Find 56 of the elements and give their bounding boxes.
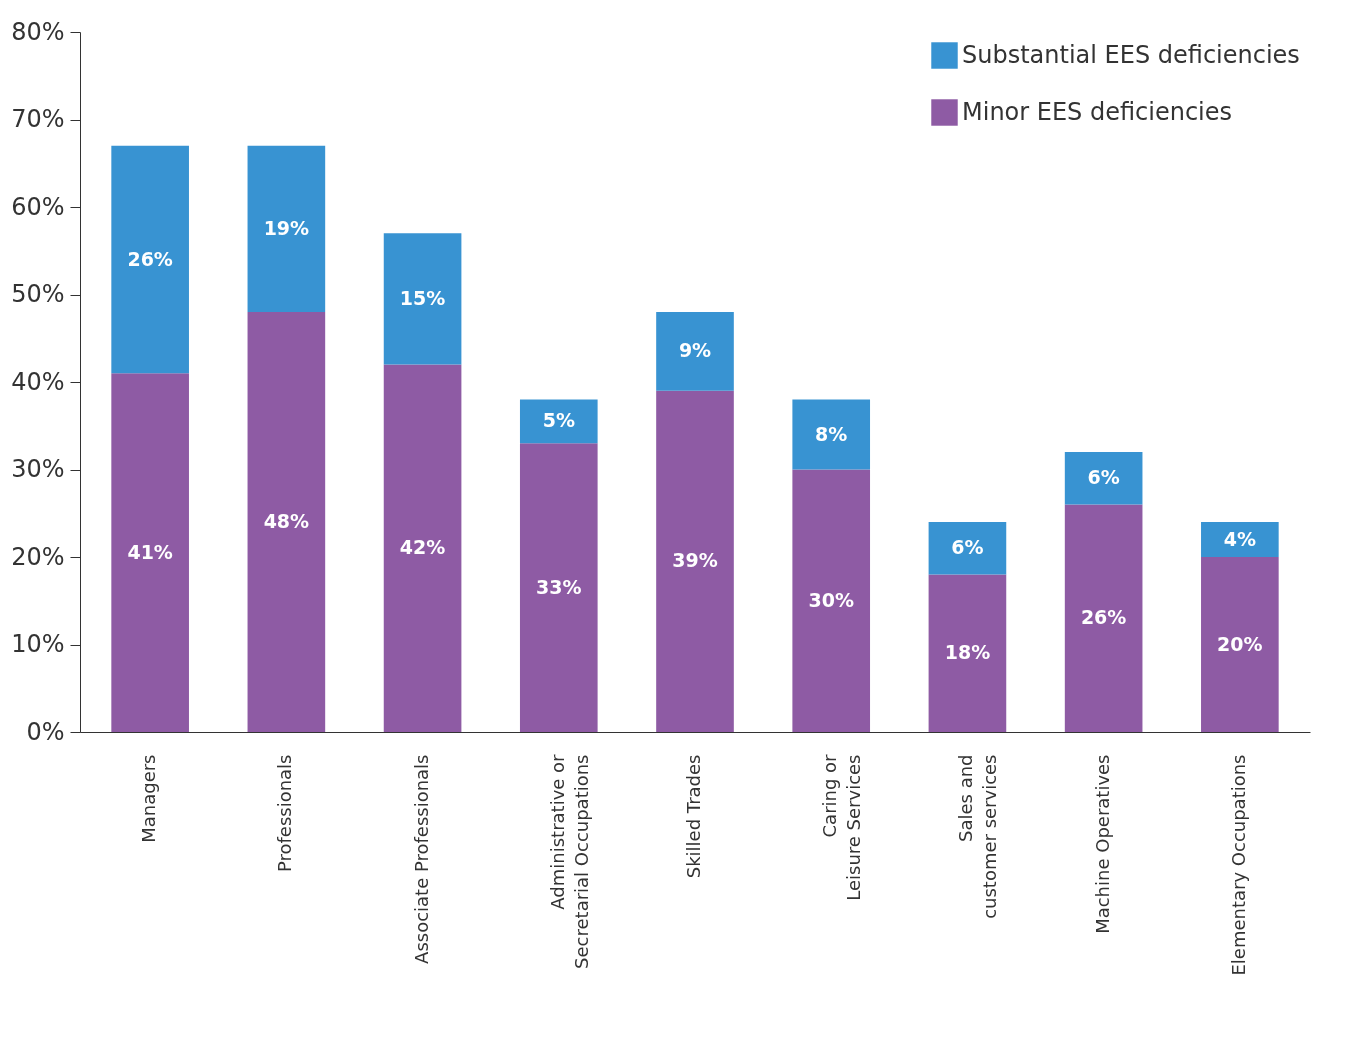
data-label: 41% — [127, 540, 173, 563]
bar — [928, 522, 1007, 575]
x-tick-label: Elementary Occupations — [1227, 754, 1249, 976]
data-label: 30% — [808, 588, 854, 611]
data-label: 33% — [536, 575, 582, 598]
bar — [247, 312, 326, 732]
legend-label: Substantial EES deficiencies — [962, 40, 1300, 69]
x-tick-label: Caring or Leisure Services — [819, 753, 865, 901]
x-tick-label: Managers — [138, 754, 160, 843]
y-tick-label: 40% — [11, 367, 65, 396]
x-tick-label: Machine Operatives — [1091, 754, 1113, 934]
bar — [1201, 557, 1279, 732]
x-tick-label: Sales and customer services — [955, 754, 1001, 919]
bar — [383, 233, 462, 365]
data-label: 20% — [1217, 632, 1263, 655]
bar — [928, 574, 1007, 732]
data-label: 26% — [1080, 606, 1127, 629]
data-label: 39% — [672, 549, 718, 572]
data-label: 6% — [951, 536, 984, 559]
data-label: 15% — [399, 286, 446, 309]
y-tick-label: 0% — [26, 717, 65, 746]
bar — [656, 390, 734, 732]
data-label: 9% — [678, 339, 712, 362]
data-label: 5% — [542, 409, 575, 432]
x-tick-label: Skilled Trades — [683, 754, 704, 879]
y-tick-label: 50% — [11, 280, 65, 308]
bar — [247, 145, 326, 312]
y-tick-label: 60% — [11, 192, 65, 221]
bar — [111, 373, 189, 732]
y-tick-label: 30% — [11, 455, 65, 483]
x-tick-label: Professionals — [274, 754, 296, 873]
data-label: 4% — [1223, 527, 1256, 550]
x-tick-label: Associate Professionals — [410, 754, 432, 964]
data-label: 6% — [1087, 466, 1120, 489]
bar — [111, 145, 189, 374]
y-tick-label: 80% — [11, 17, 65, 46]
data-label: 18% — [944, 641, 991, 664]
data-label: 8% — [815, 422, 848, 445]
data-label: 19% — [263, 216, 310, 239]
bar — [519, 399, 598, 444]
data-label: 42% — [399, 536, 446, 559]
bar — [1064, 504, 1143, 732]
bar — [656, 312, 734, 391]
bar — [792, 399, 871, 470]
data-label: 26% — [127, 247, 173, 270]
bar — [1064, 452, 1143, 505]
bar — [792, 469, 871, 732]
y-tick-label: 10% — [11, 630, 65, 658]
data-label: 48% — [263, 510, 310, 532]
y-tick-label: 20% — [11, 542, 65, 571]
bar — [383, 364, 462, 732]
y-tick-label: 70% — [11, 105, 65, 133]
bar — [1201, 522, 1279, 557]
bar — [519, 443, 598, 732]
x-tick-label: Administrative or Secretarial Occupations — [546, 753, 592, 969]
legend-label: Minor EES deficiencies — [962, 97, 1233, 126]
